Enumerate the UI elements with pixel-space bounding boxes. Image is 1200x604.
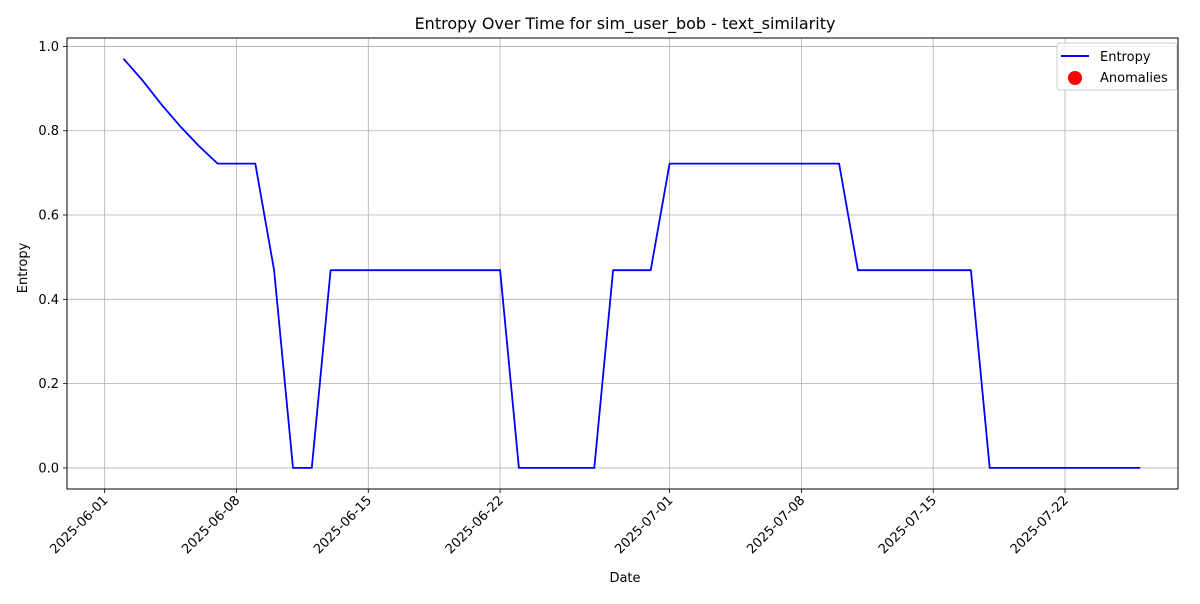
x-tick-label: 2025-06-08 <box>179 493 243 557</box>
entropy-series-line <box>122 58 1141 469</box>
x-tick-label: 2025-06-01 <box>47 493 111 557</box>
x-tick-label: 2025-07-22 <box>1008 493 1072 557</box>
chart-title: Entropy Over Time for sim_user_bob - tex… <box>415 14 836 34</box>
plot-frame <box>66 37 1179 490</box>
x-axis-label: Date <box>609 571 640 586</box>
y-tick-label: 0.8 <box>38 124 59 139</box>
y-tick-label: 0.6 <box>38 209 59 224</box>
y-tick-label: 1.0 <box>38 40 59 55</box>
y-axis-label: Entropy <box>16 242 31 293</box>
legend: Entropy Anomalies <box>1056 42 1178 91</box>
x-ticks: 2025-06-01 2025-06-08 2025-06-15 2025-06-22… <box>47 489 1072 557</box>
legend-box <box>1056 42 1178 91</box>
legend-entropy-label: Entropy <box>1100 50 1151 65</box>
y-tick-label: 0.2 <box>38 377 59 392</box>
legend-anomalies-label: Anomalies <box>1100 71 1168 86</box>
y-ticks: 0.0 0.2 0.4 0.6 0.8 1.0 <box>38 40 67 476</box>
x-tick-label: 2025-07-15 <box>876 493 940 557</box>
entropy-line-layer <box>122 58 1141 469</box>
x-tick-label: 2025-07-08 <box>744 493 808 557</box>
y-tick-label: 0.0 <box>38 461 59 476</box>
x-tick-label: 2025-06-22 <box>443 493 507 557</box>
legend-anomalies-swatch <box>1068 71 1082 85</box>
x-tick-label: 2025-07-01 <box>612 493 676 557</box>
y-tick-label: 0.4 <box>38 293 59 308</box>
grid-lines <box>67 38 1178 489</box>
x-tick-label: 2025-06-15 <box>311 493 375 557</box>
